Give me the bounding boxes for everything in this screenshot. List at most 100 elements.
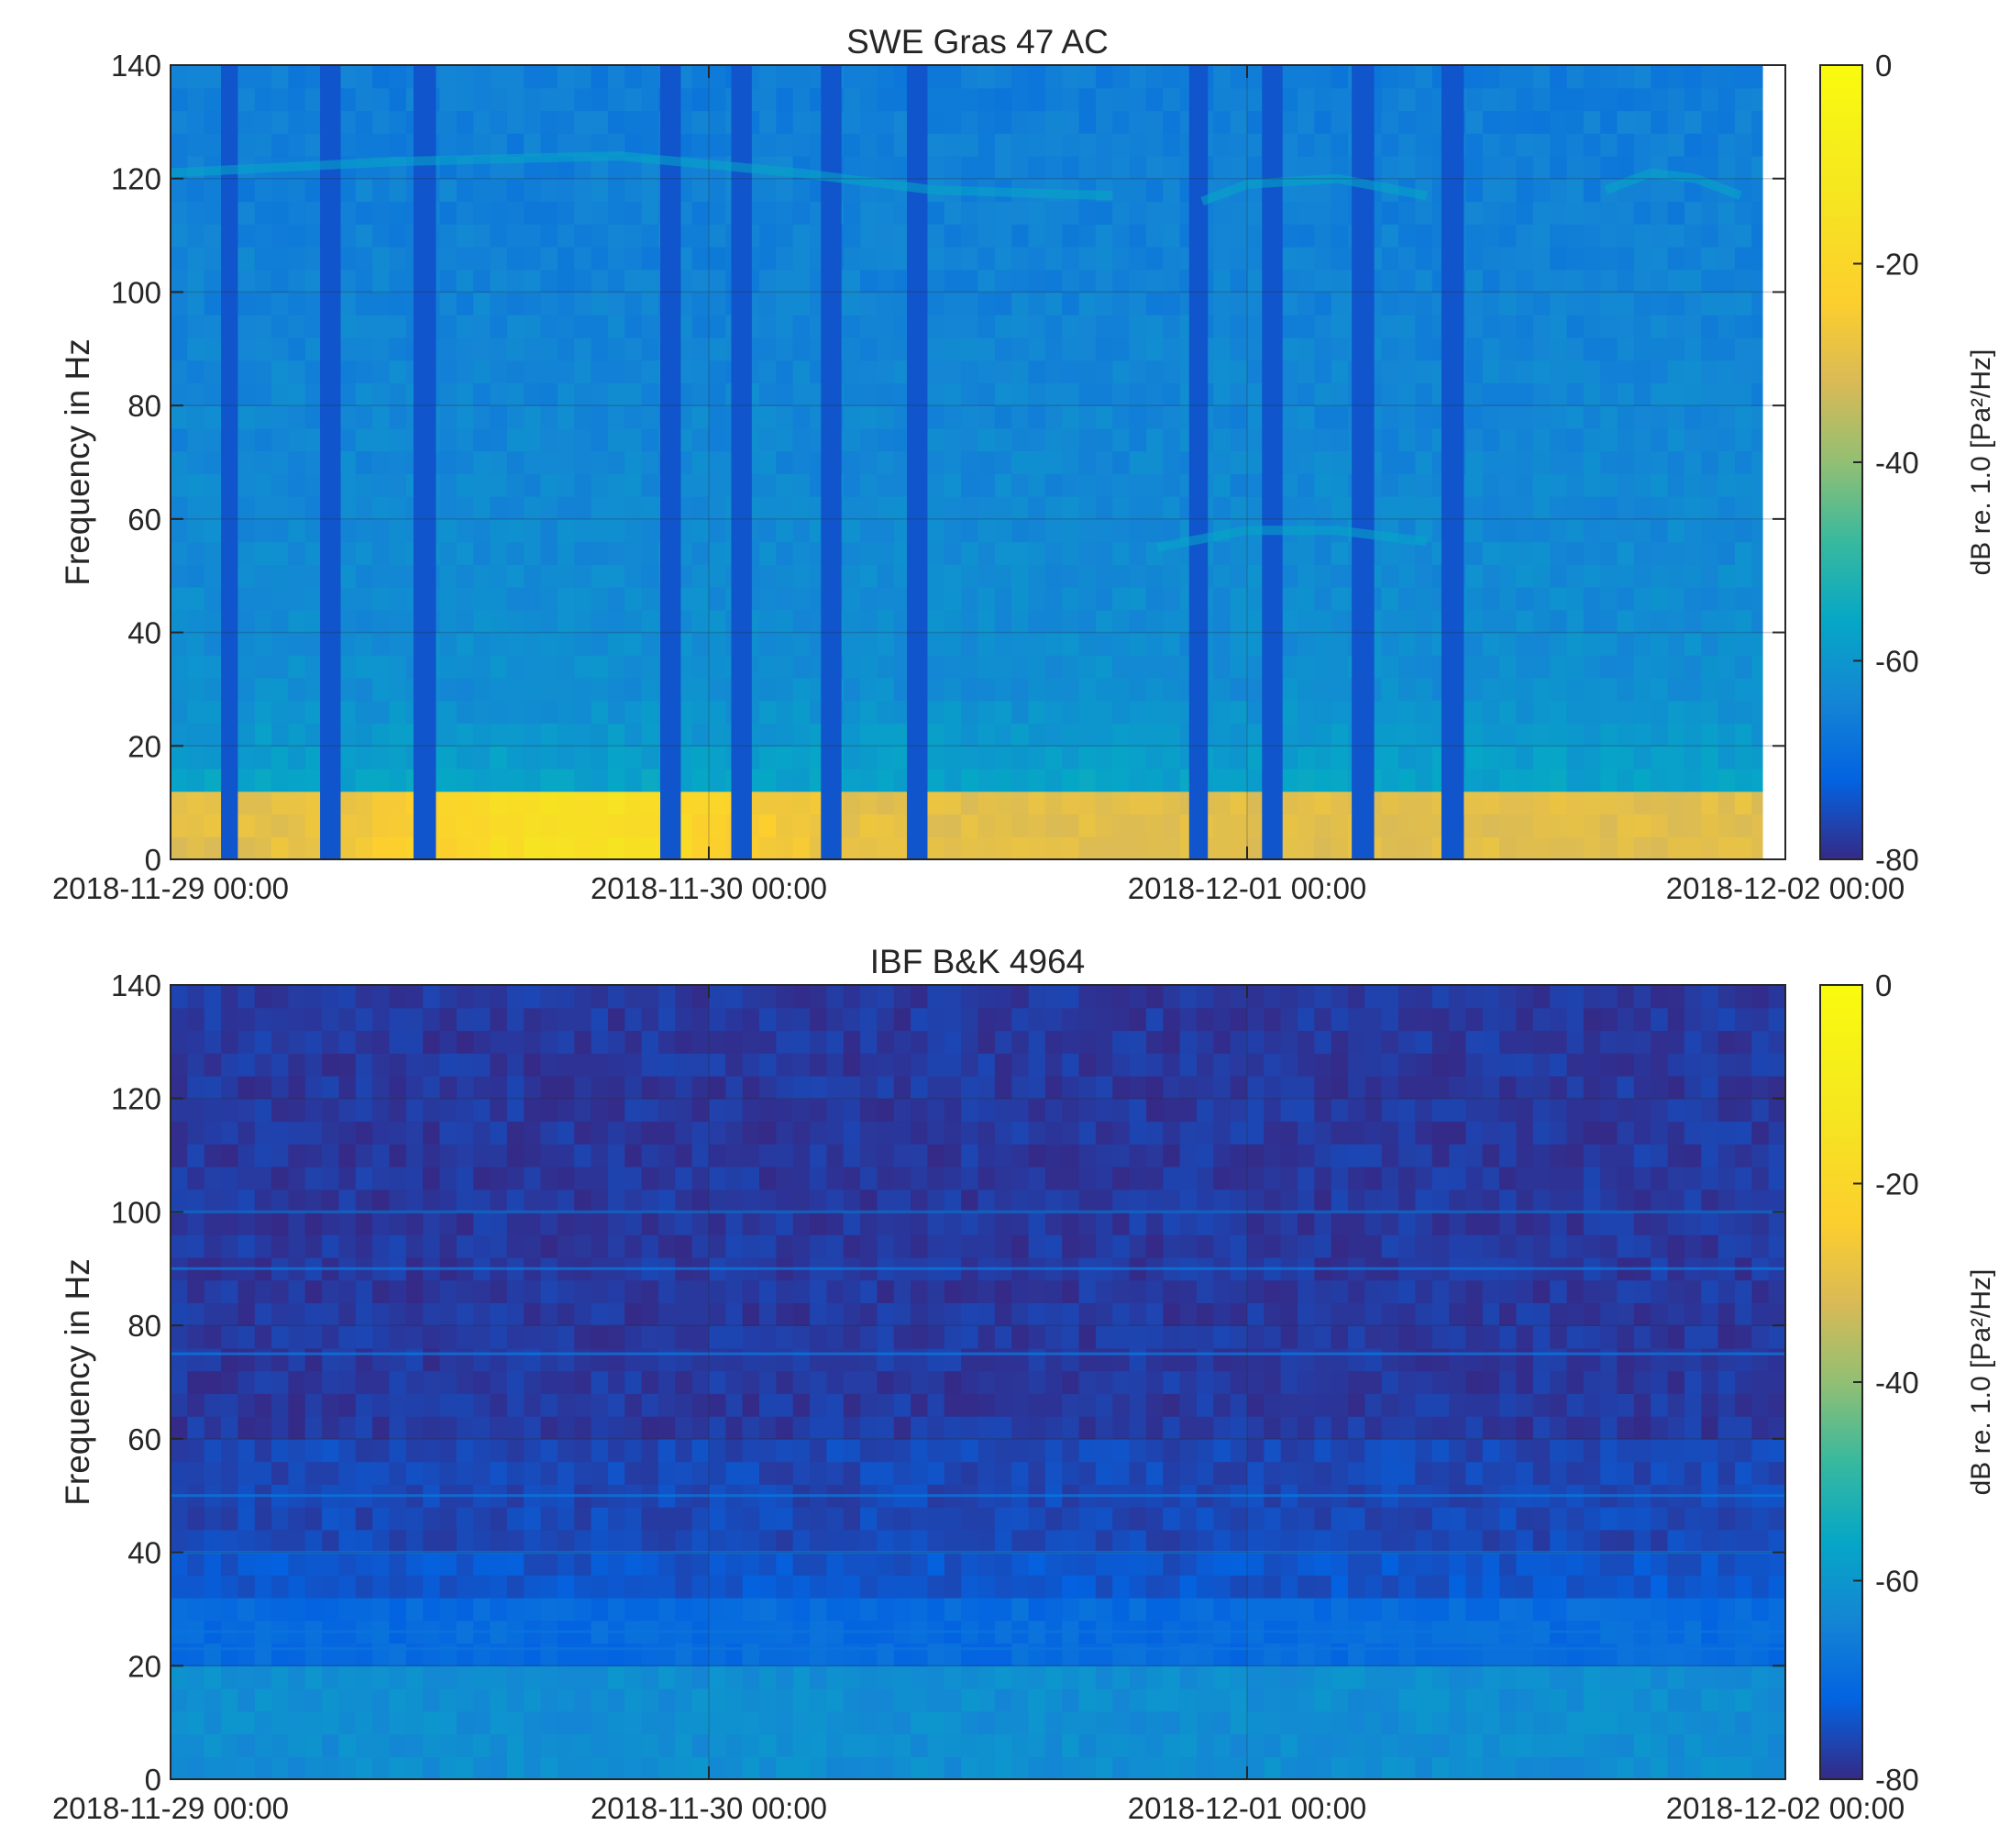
- spectrogram-cell: [1196, 1665, 1214, 1689]
- spectrogram-cell: [1717, 405, 1736, 429]
- spectrogram-cell: [1145, 1598, 1164, 1621]
- spectrogram-cell: [1298, 723, 1315, 747]
- spectrogram-cell: [338, 87, 357, 112]
- spectrogram-cell: [338, 1438, 357, 1463]
- spectrogram-cell: [877, 1507, 895, 1531]
- spectrogram-cell: [338, 1575, 357, 1599]
- spectrogram-cell: [792, 836, 811, 859]
- spectrogram-cell: [1465, 1575, 1484, 1599]
- spectrogram-cell: [1314, 1438, 1332, 1463]
- spectrogram-cell: [944, 473, 962, 497]
- spectrogram-cell: [691, 1598, 710, 1621]
- spectrogram-cell: [1667, 1756, 1685, 1779]
- spectrogram-cell: [675, 1598, 693, 1621]
- spectrogram-cell: [171, 1438, 188, 1463]
- spectrogram-cell: [1163, 746, 1181, 769]
- spectrogram-cell: [1734, 1688, 1752, 1712]
- spectrogram-cell: [725, 1529, 744, 1554]
- spectrogram-cell: [607, 541, 625, 565]
- spectrogram-cell: [1381, 315, 1399, 338]
- spectrogram-cell: [171, 1688, 188, 1712]
- spectrogram-cell: [1331, 1575, 1349, 1599]
- spectrogram-cell: [1163, 382, 1181, 406]
- spectrogram-cell: [322, 1461, 340, 1485]
- spectrogram-cell: [1062, 382, 1080, 406]
- spectrogram-cell: [1633, 133, 1651, 157]
- spectrogram-cell: [1095, 224, 1113, 248]
- spectrogram-cell: [1701, 133, 1719, 157]
- spectrogram-cell: [877, 1598, 895, 1621]
- spectrogram-cell: [204, 587, 222, 611]
- spectrogram-cell: [893, 1733, 911, 1757]
- spectrogram-cell: [439, 746, 458, 769]
- spectrogram-cell: [977, 1598, 996, 1621]
- spectrogram-cell: [1431, 1461, 1450, 1485]
- spectrogram-cell: [1280, 1507, 1298, 1531]
- spectrogram-cell: [1095, 155, 1113, 180]
- spectrogram-cell: [355, 1688, 373, 1712]
- spectrogram-cell: [187, 473, 205, 497]
- spectrogram-cell: [709, 224, 726, 248]
- spectrogram-cell: [1078, 337, 1097, 361]
- spectrogram-cell: [709, 769, 726, 792]
- spectrogram-cell: [171, 292, 188, 315]
- spectrogram-cell: [877, 110, 895, 134]
- spectrogram-cell: [304, 269, 323, 293]
- spectrogram-cell: [1129, 769, 1147, 792]
- spectrogram-cell: [1011, 246, 1030, 271]
- spectrogram-cell: [1617, 723, 1635, 747]
- spectrogram-cell: [860, 87, 878, 112]
- spectrogram-cell: [1062, 87, 1080, 112]
- spectrogram-cell: [877, 836, 895, 859]
- spectrogram-cell: [911, 1756, 929, 1779]
- x-tick-label: 2018-12-02 00:00: [1666, 871, 1905, 905]
- spectrogram-cell: [1078, 1552, 1097, 1576]
- spectrogram-cell: [607, 87, 625, 112]
- spectrogram-cell: [1028, 678, 1046, 702]
- spectrogram-cell: [1213, 587, 1231, 611]
- spectrogram-cell: [927, 632, 945, 656]
- spectrogram-cell: [1633, 292, 1651, 315]
- spectrogram-cell: [893, 201, 911, 225]
- spectrogram-cell: [1465, 87, 1484, 112]
- spectrogram-cell: [1280, 609, 1298, 634]
- spectrogram-cell: [1550, 632, 1568, 656]
- spectrogram-cell: [1415, 1688, 1433, 1712]
- spectrogram-cell: [1298, 473, 1315, 497]
- spectrogram-cell: [288, 1416, 306, 1440]
- spectrogram-cell: [1078, 224, 1097, 248]
- spectrogram-cell: [1532, 269, 1551, 293]
- spectrogram-cell: [439, 1461, 458, 1485]
- spectrogram-cell: [288, 450, 306, 474]
- spectrogram-cell: [591, 155, 609, 180]
- spectrogram-cell: [1381, 1688, 1399, 1712]
- spectrogram-cell: [792, 87, 811, 112]
- spectrogram-cell: [944, 269, 962, 293]
- spectrogram-cell: [877, 1529, 895, 1554]
- colorbar-tick-label: -20: [1875, 248, 1919, 282]
- spectrogram-cell: [709, 1665, 726, 1689]
- spectrogram-cell: [506, 1710, 525, 1735]
- spectrogram-cell: [877, 813, 895, 837]
- spectrogram-cell: [927, 1688, 945, 1712]
- spectrogram-cell: [372, 201, 391, 225]
- spectrogram-cell: [1482, 178, 1500, 203]
- spectrogram-cell: [1667, 1688, 1685, 1712]
- spectrogram-cell: [591, 292, 609, 315]
- spectrogram-cell: [288, 1575, 306, 1599]
- spectrogram-cell: [1651, 269, 1669, 293]
- spectrogram-cell: [1179, 1575, 1198, 1599]
- spectrogram-cell: [792, 178, 811, 203]
- spectrogram-cell: [843, 473, 861, 497]
- spectrogram-cell: [1028, 1552, 1046, 1576]
- spectrogram-cell: [473, 1416, 491, 1440]
- spectrogram-cell: [1398, 1598, 1417, 1621]
- data-gap: [1441, 65, 1464, 859]
- spectrogram-cell: [1516, 1643, 1534, 1666]
- spectrogram-cell: [893, 723, 911, 747]
- spectrogram-cell: [1213, 1756, 1231, 1779]
- spectrogram-cell: [1751, 1529, 1770, 1554]
- spectrogram-cell: [1617, 1461, 1635, 1485]
- spectrogram-cell: [322, 1575, 340, 1599]
